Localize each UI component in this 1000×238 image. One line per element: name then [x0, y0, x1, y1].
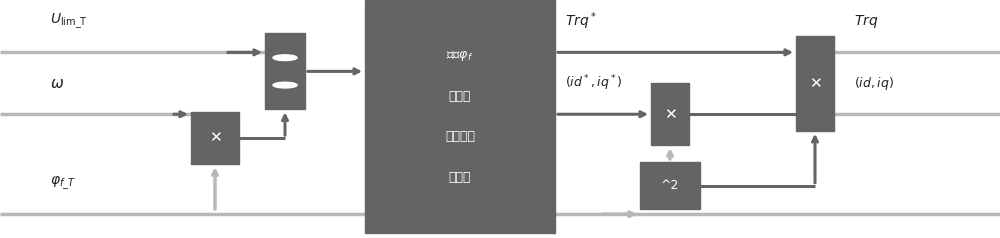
- Text: 标定数据: 标定数据: [445, 130, 475, 143]
- Circle shape: [273, 82, 297, 88]
- Bar: [796, 36, 834, 131]
- Bar: [265, 33, 305, 109]
- Circle shape: [273, 55, 297, 60]
- Text: $(id,iq)$: $(id,iq)$: [854, 75, 894, 92]
- Text: $\varphi_{f\_T}$: $\varphi_{f\_T}$: [50, 174, 76, 192]
- Text: $Trq^*$: $Trq^*$: [565, 11, 597, 32]
- Text: $Trq$: $Trq$: [854, 13, 878, 30]
- Text: 外特性: 外特性: [449, 90, 471, 103]
- Text: $U_{\mathrm{lim\_T}}$: $U_{\mathrm{lim\_T}}$: [50, 12, 88, 31]
- Text: ✕: ✕: [209, 130, 221, 146]
- Bar: [651, 83, 689, 145]
- Text: 标幺值: 标幺值: [449, 171, 471, 184]
- Text: 固定$\varphi_f$: 固定$\varphi_f$: [446, 49, 474, 63]
- Bar: [191, 112, 239, 164]
- Text: ^2: ^2: [661, 179, 679, 192]
- Text: ✕: ✕: [664, 107, 676, 122]
- Bar: [640, 162, 700, 209]
- Text: $\omega$: $\omega$: [50, 76, 64, 91]
- Text: ✕: ✕: [809, 76, 821, 91]
- Text: $(id^*,iq^*)$: $(id^*,iq^*)$: [565, 74, 623, 93]
- Bar: [365, 0, 555, 233]
